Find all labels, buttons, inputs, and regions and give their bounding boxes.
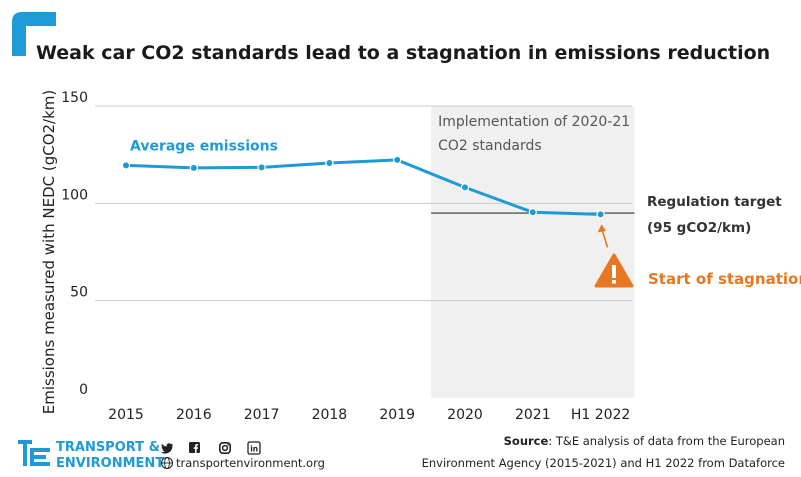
data-point — [121, 161, 131, 170]
y-tick-label: 0 — [79, 382, 88, 398]
warning-icon — [594, 253, 634, 288]
source-label: Source — [504, 434, 549, 448]
website-url[interactable]: transportenvironment.org — [176, 456, 325, 470]
regulation-target-value-label: (95 gCO2/km) — [647, 220, 751, 236]
data-points — [121, 155, 605, 219]
x-tick-label: H1 2022 — [571, 407, 631, 423]
facebook-icon[interactable] — [189, 442, 200, 453]
data-point — [325, 158, 334, 168]
brand-line2: ENVIRONMENT — [56, 456, 164, 471]
globe-icon — [160, 456, 174, 470]
chart-title: Weak car CO2 standards lead to a stagnat… — [36, 42, 770, 64]
twitter-icon[interactable] — [161, 443, 173, 454]
stagnation-arrow — [600, 228, 609, 248]
linkedin-icon[interactable]: in — [247, 441, 261, 455]
te-logo — [18, 440, 50, 466]
x-tick-label: 2018 — [312, 407, 348, 423]
stagnation-label: Start of stagnation — [648, 270, 801, 288]
x-tick-label: 2016 — [176, 407, 212, 423]
y-tick-label: 50 — [70, 285, 88, 301]
gridlines — [95, 105, 632, 302]
x-tick-label: 2020 — [447, 407, 483, 423]
shade-label-line1: Implementation of 2020-21 — [438, 114, 630, 130]
corner-accent — [12, 12, 56, 56]
y-tick-label: 150 — [61, 90, 88, 106]
data-point — [460, 183, 470, 192]
regulation-target-label: Regulation target — [647, 194, 782, 210]
svg-text:in: in — [250, 445, 258, 454]
brand-line1: TRANSPORT & — [56, 440, 160, 455]
data-point — [257, 163, 266, 172]
stagnation-arrow-head — [597, 224, 607, 233]
source-line1: Source: T&E analysis of data from the Eu… — [504, 434, 785, 448]
x-tick-labels: 2015 2016 2017 2018 2019 2020 2021 H1 2022 — [108, 407, 630, 423]
source-text: : T&E analysis of data from the European — [548, 434, 785, 448]
y-tick-label: 100 — [61, 187, 88, 203]
data-point — [393, 155, 402, 165]
x-tick-label: 2021 — [515, 407, 551, 423]
series-label: Average emissions — [130, 138, 278, 154]
shade-label-line2: CO2 standards — [438, 138, 542, 154]
x-tick-label: 2019 — [379, 407, 415, 423]
data-point — [528, 208, 538, 217]
x-tick-label: 2017 — [244, 407, 280, 423]
average-emissions-line — [125, 158, 601, 216]
implementation-period-shade — [431, 106, 635, 398]
x-tick-label: 2015 — [108, 407, 144, 423]
y-tick-labels: 0 50 100 150 — [61, 90, 88, 398]
source-line2: Environment Agency (2015-2021) and H1 20… — [422, 456, 785, 470]
instagram-icon[interactable] — [219, 442, 231, 454]
y-axis-label: Emissions measured with NEDC (gCO2/km) — [40, 90, 58, 415]
data-point — [189, 163, 198, 173]
data-point — [596, 210, 605, 219]
stagnation-annotation: Start of stagnation — [594, 224, 801, 288]
